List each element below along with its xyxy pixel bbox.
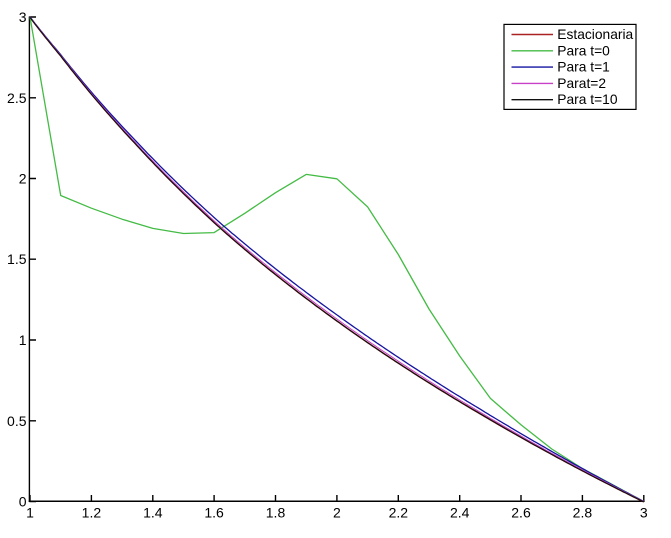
svg-text:2.4: 2.4	[450, 505, 470, 521]
svg-text:1.5: 1.5	[7, 251, 27, 267]
svg-text:1.2: 1.2	[82, 505, 102, 521]
svg-text:1: 1	[19, 332, 27, 348]
svg-text:3: 3	[19, 9, 27, 25]
svg-text:1: 1	[26, 505, 34, 521]
svg-text:0: 0	[19, 494, 27, 510]
svg-text:Para t=10: Para t=10	[557, 92, 618, 107]
svg-text:Estacionaria: Estacionaria	[557, 27, 633, 42]
svg-text:1.4: 1.4	[143, 505, 163, 521]
svg-text:1.8: 1.8	[266, 505, 286, 521]
svg-text:3: 3	[640, 505, 648, 521]
svg-text:2: 2	[333, 505, 341, 521]
svg-text:1.6: 1.6	[204, 505, 224, 521]
svg-text:0.5: 0.5	[7, 413, 27, 429]
svg-text:Para t=1: Para t=1	[557, 60, 610, 75]
svg-text:2: 2	[19, 171, 27, 187]
svg-text:Parat=2: Parat=2	[557, 76, 606, 91]
svg-text:2.5: 2.5	[7, 90, 27, 106]
svg-text:2.2: 2.2	[389, 505, 409, 521]
svg-text:2.8: 2.8	[573, 505, 593, 521]
svg-text:2.6: 2.6	[511, 505, 531, 521]
svg-text:Para t=0: Para t=0	[557, 43, 610, 58]
